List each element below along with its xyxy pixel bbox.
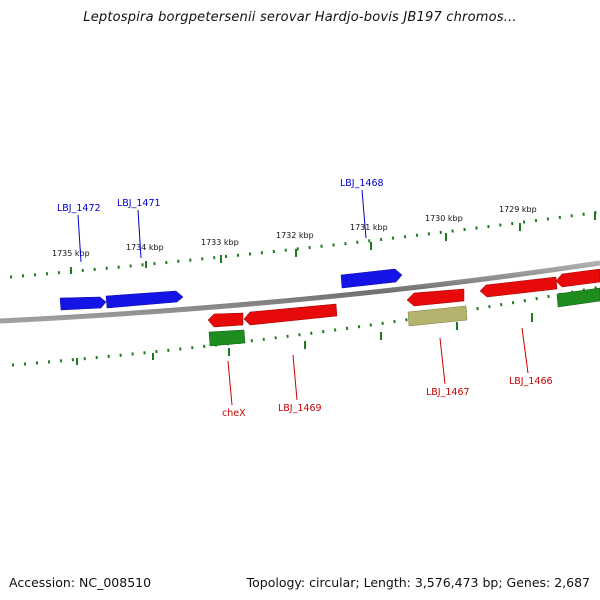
outer-ruler-line [9, 210, 600, 279]
cds-feature-lbj-1465[interactable] [556, 287, 600, 308]
gene-arrow-lbj-1471[interactable] [105, 290, 184, 309]
gene-arrow-lbj-1468[interactable] [340, 268, 403, 289]
reverse-genes [207, 268, 600, 328]
gene-label-lbj-1469[interactable]: LBJ_1469 [278, 403, 322, 414]
inner-ruler-line [11, 285, 600, 367]
inner-ruler [11, 285, 600, 367]
scale-label-1731: 1731 kbp [350, 223, 388, 232]
leader-line-lbj-1468 [361, 189, 367, 239]
gene-arrow-lbj-1466[interactable] [479, 276, 558, 298]
gene-label-lbj-1466[interactable]: LBJ_1466 [509, 376, 553, 387]
gene-label-lbj-1467[interactable]: LBJ_1467 [426, 387, 470, 398]
cds-feature-chex[interactable] [208, 329, 246, 347]
gene-arrow-lbj-1469[interactable] [243, 303, 338, 326]
gene-arrow-lbj-1472[interactable] [59, 296, 107, 311]
accession-text: Accession: NC_008510 [9, 575, 152, 590]
cds-features [208, 287, 600, 347]
leader-line-lbj-1472 [77, 214, 82, 263]
gene-arrow-lbj-1465[interactable] [555, 268, 600, 288]
leader-line-lbj-1466 [521, 327, 529, 374]
scale-label-1733: 1733 kbp [201, 238, 239, 247]
leader-line-lbj-1467 [439, 337, 446, 385]
gene-arrow-lbj-1467[interactable] [406, 288, 465, 307]
gene-label-lbj-1468[interactable]: LBJ_1468 [340, 178, 384, 189]
gene-arrow-chex[interactable] [207, 312, 244, 328]
map-title: Leptospira borgpetersenii serovar Hardjo… [83, 10, 517, 25]
leader-line-chex [227, 360, 233, 406]
gene-label-lbj-1472[interactable]: LBJ_1472 [57, 203, 101, 214]
forward-genes [59, 268, 403, 311]
gene-label-chex[interactable]: cheX [222, 408, 246, 419]
gene-label-lbj-1471[interactable]: LBJ_1471 [117, 198, 161, 209]
scale-label-1729: 1729 kbp [499, 205, 537, 214]
chromosome-backbone [0, 260, 600, 324]
scale-label-1730: 1730 kbp [425, 214, 463, 223]
outer-ruler [9, 210, 600, 279]
leader-line-lbj-1471 [137, 209, 142, 259]
leader-line-lbj-1469 [292, 354, 298, 401]
scale-label-1732: 1732 kbp [276, 231, 314, 240]
scale-label-1734: 1734 kbp [126, 243, 164, 252]
scale-label-1735: 1735 kbp [52, 249, 90, 258]
cds-feature-lbj-1467[interactable] [407, 305, 468, 327]
topology-summary: Topology: circular; Length: 3,576,473 bp… [246, 575, 590, 590]
